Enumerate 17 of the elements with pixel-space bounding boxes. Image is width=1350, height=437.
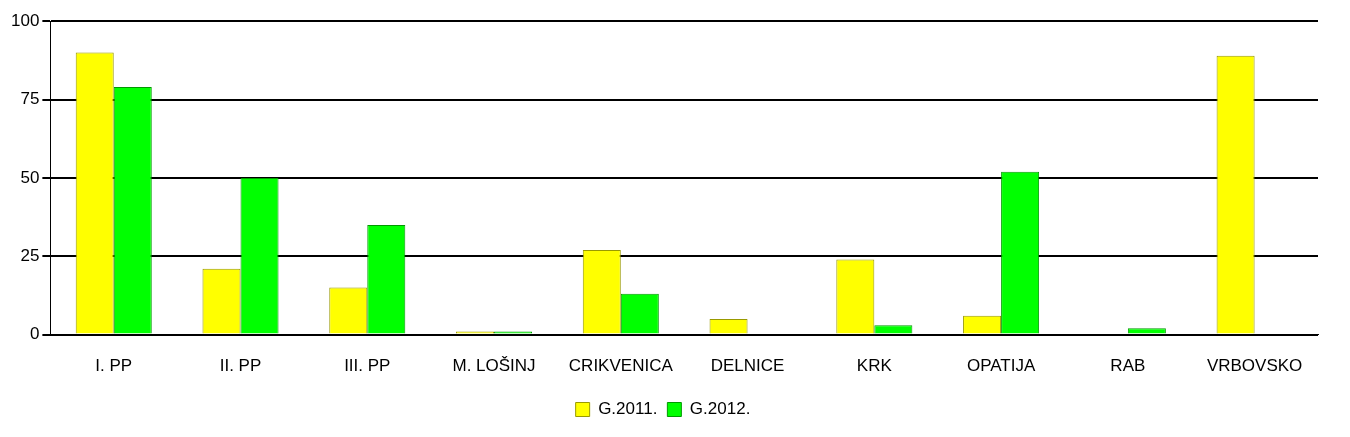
x-tick-label: M. LOŠINJ <box>452 356 536 376</box>
x-tick-label: I. PP <box>95 356 133 376</box>
x-tick-label: CRIKVENICA <box>568 356 674 376</box>
x-tick-label: III. PP <box>344 356 391 376</box>
x-tick-label: OPATIJA <box>966 356 1036 376</box>
x-tick-label: II. PP <box>219 356 262 376</box>
x-tick-label: KRK <box>856 356 893 376</box>
y-tick-label: 50 <box>20 167 40 187</box>
y-tick-label: 100 <box>10 10 40 30</box>
x-tick-label: RAB <box>1110 356 1146 376</box>
y-tick-label: 75 <box>20 89 40 109</box>
x-tick-label: DELNICE <box>710 356 785 376</box>
y-tick-label: 0 <box>29 324 40 344</box>
y-tick-label: 25 <box>20 245 40 265</box>
x-tick-label: VRBOVSKO <box>1206 356 1303 376</box>
legend-label: G.2011. <box>598 399 658 419</box>
legend-label: G.2012. <box>689 399 751 419</box>
